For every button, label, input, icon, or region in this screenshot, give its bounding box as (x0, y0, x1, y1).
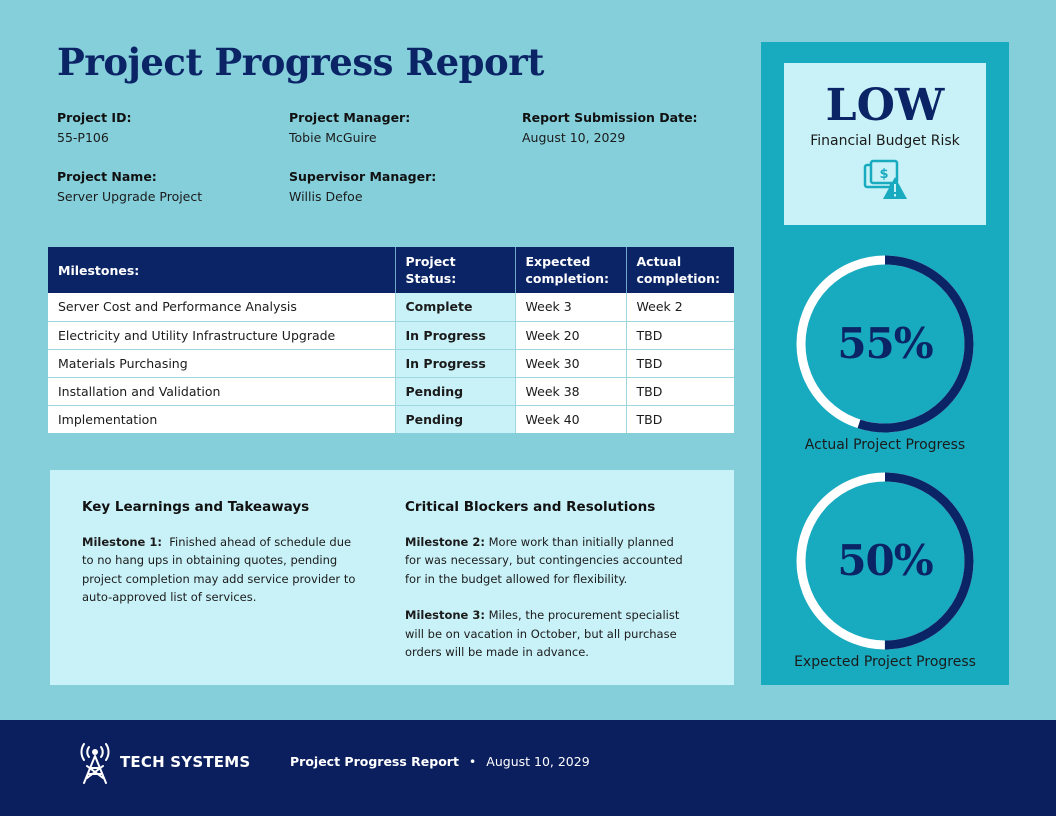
supervisor-value: Willis Defoe (289, 189, 363, 204)
table-header-row: Milestones: Project Status: Expected com… (48, 247, 734, 293)
footer-report-title: Project Progress Report (290, 754, 459, 769)
summary-sidebar: LOW Financial Budget Risk $ 55% Actual P… (761, 42, 1009, 685)
project-name-block: Project Name: Server Upgrade Project (57, 167, 202, 207)
footer-separator: • (468, 754, 477, 769)
risk-label: Financial Budget Risk (810, 133, 960, 149)
page-title: Project Progress Report (57, 40, 544, 84)
report-date-value: August 10, 2029 (522, 130, 626, 145)
actual-progress-percent: 55% (837, 319, 933, 368)
header-milestones: Milestones: (48, 247, 396, 293)
milestone-cell: Materials Purchasing (48, 349, 396, 378)
milestone-cell: Electricity and Utility Infrastructure U… (48, 321, 396, 350)
blocker-item: Milestone 3: Miles, the procurement spec… (405, 606, 685, 662)
learning-item-label: Milestone 1: (82, 534, 162, 549)
project-name-label: Project Name: (57, 169, 157, 184)
learnings-column: Key Learnings and Takeaways Milestone 1:… (82, 498, 357, 625)
table-row: Server Cost and Performance Analysis Com… (48, 293, 734, 322)
table-row: Implementation Pending Week 40 TBD (48, 405, 734, 433)
milestone-cell: Installation and Validation (48, 377, 396, 406)
milestone-cell: Implementation (48, 405, 396, 433)
blocker-item-text: More work than initially planned for was… (405, 534, 683, 586)
learning-item-text: Finished ahead of schedule due to no han… (82, 534, 356, 605)
header-actual: Actual completion: (626, 247, 734, 293)
risk-level: LOW (825, 80, 945, 131)
actual-cell: Week 2 (626, 293, 734, 322)
actual-progress-arc (796, 255, 974, 433)
learning-item: Milestone 1: Finished ahead of schedule … (82, 533, 357, 607)
risk-card: LOW Financial Budget Risk $ (784, 63, 986, 225)
blocker-item-label: Milestone 2: (405, 534, 485, 549)
expected-progress-percent: 50% (837, 536, 933, 585)
actual-progress-ring: 55% (794, 253, 976, 435)
status-cell: Pending (395, 405, 516, 433)
expected-cell: Week 3 (515, 293, 627, 322)
status-cell: In Progress (395, 321, 516, 350)
actual-progress-gauge (796, 255, 974, 433)
footer: TECH SYSTEMS Project Progress Report • A… (0, 720, 1056, 816)
status-cell: Pending (395, 377, 516, 406)
header-expected: Expected completion: (515, 247, 627, 293)
table-row: Installation and Validation Pending Week… (48, 377, 734, 406)
expected-progress-ring: 50% (794, 470, 976, 652)
footer-meta: Project Progress Report • August 10, 202… (290, 754, 590, 769)
money-warning-icon: $ (863, 159, 907, 199)
actual-cell: TBD (626, 405, 734, 433)
expected-progress-gauge (796, 472, 974, 650)
supervisor-label: Supervisor Manager: (289, 169, 437, 184)
actual-progress-label: Actual Project Progress (804, 437, 966, 453)
project-id-label: Project ID: (57, 110, 132, 125)
actual-cell: TBD (626, 321, 734, 350)
project-manager-value: Tobie McGuire (289, 130, 377, 145)
learnings-panel: Key Learnings and Takeaways Milestone 1:… (50, 470, 734, 685)
actual-cell: TBD (626, 377, 734, 406)
brand-name: TECH SYSTEMS (120, 753, 251, 771)
milestones-table: Milestones: Project Status: Expected com… (48, 247, 734, 433)
expected-cell: Week 40 (515, 405, 627, 433)
status-cell: In Progress (395, 349, 516, 378)
footer-date: August 10, 2029 (486, 754, 590, 769)
project-manager-block: Project Manager: Tobie McGuire (289, 108, 410, 148)
expected-progress-label: Expected Project Progress (794, 654, 976, 670)
report-date-label: Report Submission Date: (522, 110, 698, 125)
header-status: Project Status: (395, 247, 516, 293)
expected-progress-arc (796, 472, 974, 650)
svg-text:$: $ (879, 167, 888, 182)
blocker-item-label: Milestone 3: (405, 608, 485, 622)
project-name-value: Server Upgrade Project (57, 189, 203, 204)
expected-cell: Week 30 (515, 349, 627, 378)
radio-tower-icon (80, 743, 110, 784)
blocker-item-text: Miles, the procurement specialist will b… (405, 608, 680, 659)
expected-cell: Week 20 (515, 321, 627, 350)
table-row: Electricity and Utility Infrastructure U… (48, 321, 734, 350)
table-row: Materials Purchasing In Progress Week 30… (48, 349, 734, 378)
project-id-value: 55-P106 (57, 130, 109, 145)
blockers-title: Critical Blockers and Resolutions (405, 499, 656, 515)
project-manager-label: Project Manager: (289, 110, 411, 125)
milestone-cell: Server Cost and Performance Analysis (48, 293, 396, 322)
actual-cell: TBD (626, 349, 734, 378)
learnings-title: Key Learnings and Takeaways (82, 499, 310, 515)
status-cell: Complete (395, 293, 516, 322)
project-id-block: Project ID: 55-P106 (57, 108, 131, 148)
report-date-block: Report Submission Date: August 10, 2029 (522, 108, 698, 148)
supervisor-block: Supervisor Manager: Willis Defoe (289, 167, 436, 207)
blocker-item: Milestone 2: More work than initially pl… (405, 533, 685, 589)
blockers-column: Critical Blockers and Resolutions Milest… (405, 498, 685, 680)
expected-cell: Week 38 (515, 377, 627, 406)
